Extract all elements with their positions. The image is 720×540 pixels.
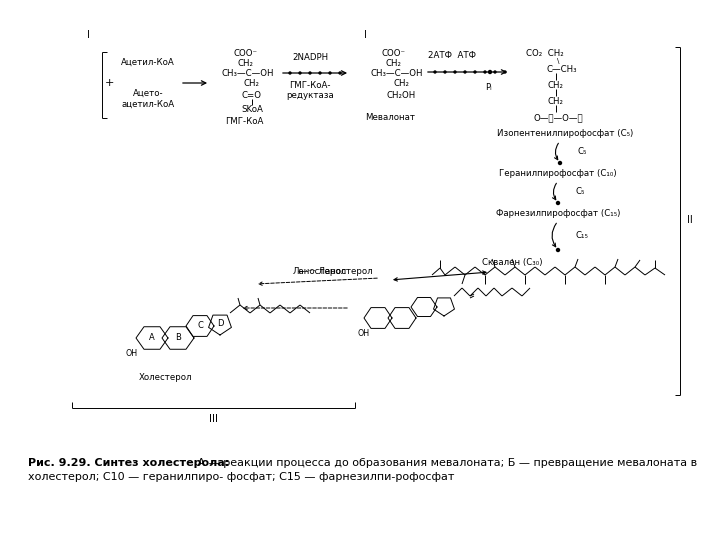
Text: CH₂: CH₂ — [385, 58, 401, 68]
Text: I: I — [86, 30, 89, 40]
Text: CO₂  CH₂: CO₂ CH₂ — [526, 49, 564, 57]
Text: CH₂: CH₂ — [548, 80, 564, 90]
Circle shape — [504, 71, 506, 73]
Circle shape — [299, 72, 301, 74]
Circle shape — [309, 72, 311, 74]
Text: COO⁻: COO⁻ — [233, 49, 257, 57]
Text: Ацето-: Ацето- — [132, 89, 163, 98]
Text: O—Ⓟ—O—Ⓟ: O—Ⓟ—O—Ⓟ — [534, 113, 582, 123]
Text: CH₃—C—OH: CH₃—C—OH — [371, 69, 423, 78]
Circle shape — [494, 71, 496, 73]
Text: B: B — [175, 334, 181, 342]
Text: II: II — [687, 215, 693, 225]
Text: C₁₅: C₁₅ — [576, 231, 589, 240]
Text: C—CH₃: C—CH₃ — [546, 64, 577, 73]
Circle shape — [289, 72, 291, 74]
Text: Изопентенилпирофосфат (С₅): Изопентенилпирофосфат (С₅) — [497, 129, 633, 138]
Text: C₅: C₅ — [576, 187, 585, 197]
Text: 2NADPH: 2NADPH — [292, 52, 328, 62]
Text: A: A — [149, 334, 155, 342]
Circle shape — [434, 71, 436, 73]
Text: Рис. 9.29. Синтез холестерола:: Рис. 9.29. Синтез холестерола: — [28, 458, 229, 468]
Text: Ланостерол: Ланостерол — [293, 267, 347, 275]
Circle shape — [329, 72, 331, 74]
Circle shape — [339, 72, 341, 74]
Circle shape — [454, 71, 456, 73]
Text: Мевалонат: Мевалонат — [365, 113, 415, 123]
Text: Геранилпирофосфат (С₁₀): Геранилпирофосфат (С₁₀) — [499, 168, 617, 178]
Text: ←···· Ланостерол: ←···· Ланостерол — [297, 267, 372, 275]
Text: ГМГ-КоА-: ГМГ-КоА- — [289, 82, 330, 91]
Text: \: \ — [557, 58, 559, 64]
Circle shape — [557, 201, 559, 205]
Text: SKoA: SKoA — [241, 105, 263, 113]
Text: III: III — [209, 414, 217, 424]
Text: C₅: C₅ — [578, 147, 588, 157]
Text: Ацетил-КоА: Ацетил-КоА — [121, 57, 175, 66]
Circle shape — [444, 71, 446, 73]
Circle shape — [484, 71, 486, 73]
Text: C: C — [197, 321, 203, 330]
Circle shape — [488, 71, 492, 73]
Text: C=O: C=O — [242, 91, 262, 99]
Text: холестерол; С10 — геранилпиро- фосфат; С15 — фарнезилпи-рофосфат: холестерол; С10 — геранилпиро- фосфат; С… — [28, 472, 454, 482]
Text: OH: OH — [358, 328, 370, 338]
Circle shape — [559, 161, 562, 165]
Circle shape — [464, 71, 466, 73]
Text: CH₂: CH₂ — [548, 97, 564, 105]
Text: COO⁻: COO⁻ — [381, 49, 405, 57]
Text: Сквален (С₃₀): Сквален (С₃₀) — [482, 258, 542, 267]
Text: CH₂OH: CH₂OH — [387, 91, 415, 99]
Circle shape — [319, 72, 321, 74]
Text: CH₂: CH₂ — [244, 79, 260, 89]
Circle shape — [474, 71, 476, 73]
Text: OH: OH — [126, 349, 138, 359]
Text: ГМГ-КоА: ГМГ-КоА — [225, 118, 264, 126]
Text: +: + — [105, 78, 114, 88]
Text: Холестерол: Холестерол — [138, 374, 192, 382]
Text: редуктаза: редуктаза — [286, 91, 334, 100]
Circle shape — [557, 248, 559, 252]
Text: А — реакции процесса до образования мевалоната; Б — превращение мевалоната в: А — реакции процесса до образования мева… — [194, 458, 698, 468]
Text: Pᵢ: Pᵢ — [485, 83, 491, 91]
Text: Фарнезилпирофосфат (С₁₅): Фарнезилпирофосфат (С₁₅) — [496, 208, 620, 218]
Text: I: I — [364, 30, 366, 40]
Text: ацетил-КоА: ацетил-КоА — [122, 99, 174, 109]
Text: CH₂: CH₂ — [393, 79, 409, 89]
Text: 2АТФ  АТФ: 2АТФ АТФ — [428, 51, 476, 59]
Text: D: D — [217, 320, 223, 328]
Text: CH₂: CH₂ — [237, 58, 253, 68]
Text: CH₃—C—OH: CH₃—C—OH — [222, 69, 274, 78]
